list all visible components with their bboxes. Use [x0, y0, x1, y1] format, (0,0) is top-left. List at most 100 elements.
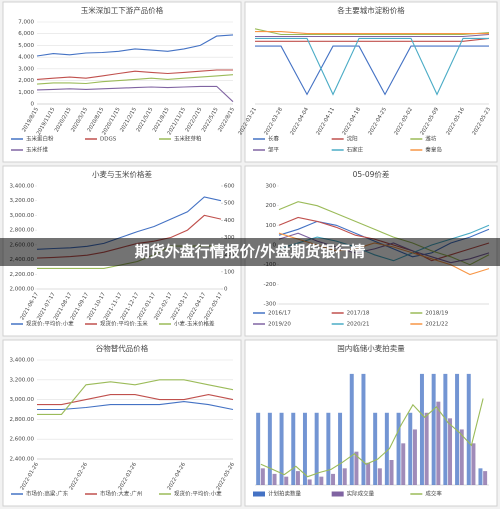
bar — [443, 373, 448, 485]
bar — [267, 412, 272, 485]
bar — [354, 451, 359, 485]
y-tick-label: 2,800.00 — [10, 417, 35, 423]
y-tick-label: 6,000 — [18, 31, 34, 37]
bar — [377, 468, 382, 485]
bar — [366, 462, 371, 485]
bar — [260, 468, 265, 485]
y-tick-label: 2,000.00 — [10, 287, 35, 293]
y-tick-label: 0 — [31, 102, 35, 108]
bar — [373, 412, 378, 485]
bar — [424, 412, 429, 485]
legend-label: 2016/17 — [268, 311, 291, 317]
line-series — [255, 33, 490, 38]
y-tick-label: 100 — [266, 223, 277, 229]
y-tick-label: 2,000 — [18, 78, 34, 84]
line-series — [37, 401, 234, 411]
bar — [361, 373, 366, 485]
line-series — [255, 31, 489, 35]
chart-panel: 谷物替代品价格 2,400.00 2,600.00 2,800.00 3,000.00 3… — [2, 339, 242, 507]
y-tick-label: -200 — [264, 282, 277, 288]
chart-title: 谷物替代品价格 — [96, 343, 149, 353]
legend-label: DDGS — [100, 137, 117, 143]
y-tick-label: 4,000 — [18, 55, 34, 61]
y-tick-label: 3,000.00 — [10, 213, 35, 219]
legend-label: 现货价:平均价:玉米 — [100, 320, 148, 328]
line-series — [37, 379, 234, 415]
legend-label: 市场价:高粱:广东 — [26, 490, 69, 498]
bar — [342, 468, 347, 485]
line-series — [36, 69, 233, 80]
bar — [408, 412, 413, 485]
y2-tick-label: 0 — [224, 287, 228, 293]
bar — [338, 412, 343, 485]
y-tick-label: 2,200.00 — [10, 272, 35, 278]
bar — [431, 373, 436, 485]
legend-label: 2019/20 — [268, 322, 291, 328]
line-series — [36, 74, 234, 85]
legend-label: 2017/18 — [347, 311, 370, 317]
legend-label: 玉米蛋白粉 — [26, 135, 54, 143]
bar — [295, 471, 300, 485]
bar — [459, 429, 464, 485]
chart-title: 玉米深加工下游产品价格 — [81, 5, 164, 15]
chart-title: 小麦与玉米价格差 — [92, 169, 152, 179]
y-tick-label: 5,000 — [18, 43, 34, 49]
y-tick-label: 2,800.00 — [10, 228, 35, 234]
legend-label: 计划拍卖数量 — [268, 490, 302, 498]
y2-tick-label: 500 — [224, 201, 235, 207]
y2-tick-label: 400 — [224, 218, 235, 224]
legend-label: 沈阳 — [347, 135, 358, 143]
legend-label: 秦皇岛 — [425, 146, 442, 154]
panel-frame — [244, 1, 498, 163]
bar — [314, 412, 319, 485]
banner-background — [0, 238, 500, 266]
legend-label: 玉米纤维 — [26, 146, 49, 154]
bar — [331, 473, 336, 485]
bar — [319, 476, 324, 485]
legend-label: 小麦-玉米价格差 — [174, 320, 215, 328]
bar — [455, 373, 460, 485]
bar — [478, 468, 483, 485]
y-tick-label: 7,000 — [18, 20, 34, 26]
legend-label: 长春 — [268, 135, 280, 143]
panel-frame — [2, 339, 242, 507]
bar — [307, 479, 312, 485]
bar — [466, 373, 471, 485]
bar — [436, 401, 441, 485]
legend-label: 2021/22 — [425, 322, 448, 328]
y-tick-label: -300 — [264, 302, 277, 308]
bar — [284, 476, 289, 485]
line-series — [255, 45, 489, 96]
y-tick-label: 3,000.00 — [10, 397, 35, 403]
y-tick-label: 200 — [266, 203, 277, 209]
bar — [326, 412, 331, 485]
bar — [302, 412, 307, 485]
line-series — [36, 34, 234, 57]
line-series — [255, 37, 489, 96]
y-tick-label: 3,000 — [18, 66, 34, 72]
chart-title: 各主要城市淀粉价格 — [337, 5, 405, 15]
legend-label: 玉米胚芽粕 — [174, 135, 202, 143]
line-series — [260, 398, 484, 478]
bar — [471, 443, 476, 485]
line-series — [36, 85, 234, 103]
legend-label: 现货价:平均价:小麦 — [174, 490, 222, 498]
legend-label: 2020/21 — [347, 322, 370, 328]
panel-frame — [2, 1, 242, 163]
legend-label: 成交率 — [425, 490, 442, 498]
legend-label: 邹平 — [268, 146, 280, 154]
legend-swatch — [253, 491, 265, 497]
legend-label: 石家庄 — [347, 146, 364, 154]
y-tick-label: 3,400.00 — [10, 184, 35, 190]
y-tick-label: 2,600.00 — [10, 437, 35, 443]
chart-panel: 玉米深加工下游产品价格 0 1,000 2,000 3,000 4,000 5,000 6,0… — [2, 1, 242, 163]
y-tick-label: 3,200.00 — [10, 198, 35, 204]
bar — [349, 373, 354, 485]
y2-tick-label: 600 — [224, 184, 235, 190]
legend-label: 2018/19 — [425, 311, 448, 317]
legend-label: 实际成交量 — [347, 490, 375, 498]
bar — [419, 373, 424, 485]
